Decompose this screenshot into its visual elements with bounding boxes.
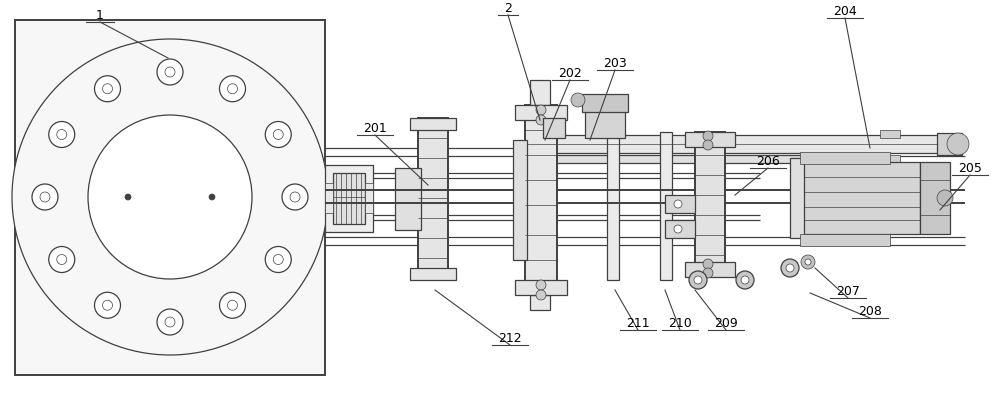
Circle shape xyxy=(674,200,682,208)
Circle shape xyxy=(736,271,754,289)
Circle shape xyxy=(273,254,283,265)
Bar xyxy=(607,132,619,280)
Bar xyxy=(333,173,365,224)
Circle shape xyxy=(228,300,238,310)
Text: 203: 203 xyxy=(603,57,627,70)
Circle shape xyxy=(674,225,682,233)
Bar xyxy=(515,280,567,295)
Bar xyxy=(660,132,672,280)
Circle shape xyxy=(694,276,702,284)
Bar xyxy=(800,234,890,246)
Bar xyxy=(790,158,804,238)
Circle shape xyxy=(57,254,67,265)
Bar xyxy=(685,132,735,147)
Circle shape xyxy=(741,276,749,284)
Circle shape xyxy=(689,271,707,289)
Circle shape xyxy=(536,105,546,115)
Circle shape xyxy=(95,292,121,318)
Circle shape xyxy=(536,290,546,300)
Circle shape xyxy=(40,192,50,202)
Bar xyxy=(418,118,448,280)
Circle shape xyxy=(32,184,58,210)
Circle shape xyxy=(49,246,75,273)
Bar xyxy=(395,168,421,230)
Text: 1: 1 xyxy=(96,9,104,22)
Text: 2: 2 xyxy=(504,2,512,15)
Circle shape xyxy=(88,115,252,279)
Bar xyxy=(920,162,950,234)
Circle shape xyxy=(165,317,175,327)
Text: 208: 208 xyxy=(858,305,882,318)
Text: 210: 210 xyxy=(668,317,692,330)
Circle shape xyxy=(209,194,215,200)
Bar xyxy=(525,105,557,295)
Circle shape xyxy=(571,93,585,107)
Bar xyxy=(527,135,957,153)
Text: 202: 202 xyxy=(558,67,582,80)
Text: 206: 206 xyxy=(756,155,780,168)
Circle shape xyxy=(273,130,283,139)
Circle shape xyxy=(703,131,713,141)
Circle shape xyxy=(947,133,969,155)
Bar xyxy=(365,183,373,213)
Circle shape xyxy=(125,194,131,200)
Circle shape xyxy=(703,140,713,150)
Bar xyxy=(325,183,333,213)
Circle shape xyxy=(781,259,799,277)
Circle shape xyxy=(165,67,175,77)
Circle shape xyxy=(49,122,75,147)
Bar xyxy=(530,80,550,105)
Bar xyxy=(410,268,456,280)
Bar xyxy=(800,162,920,234)
Text: 209: 209 xyxy=(714,317,738,330)
Bar xyxy=(582,94,628,112)
Bar xyxy=(880,130,900,138)
Bar xyxy=(585,108,625,138)
Text: 204: 204 xyxy=(833,5,857,18)
Circle shape xyxy=(228,84,238,94)
Bar xyxy=(530,295,550,310)
Circle shape xyxy=(157,309,183,335)
Circle shape xyxy=(265,246,291,273)
Bar xyxy=(513,140,527,260)
Circle shape xyxy=(282,184,308,210)
Circle shape xyxy=(801,255,815,269)
Circle shape xyxy=(937,190,953,206)
Bar xyxy=(695,132,725,277)
Bar xyxy=(800,152,890,164)
Text: 207: 207 xyxy=(836,285,860,298)
Bar xyxy=(665,195,695,213)
Circle shape xyxy=(102,84,112,94)
Circle shape xyxy=(12,39,328,355)
Circle shape xyxy=(290,192,300,202)
Circle shape xyxy=(786,264,794,272)
Bar xyxy=(527,155,887,163)
Bar xyxy=(325,165,373,232)
Circle shape xyxy=(703,268,713,278)
Circle shape xyxy=(103,300,113,310)
Circle shape xyxy=(703,259,713,269)
Circle shape xyxy=(220,292,246,318)
Text: 201: 201 xyxy=(363,122,387,135)
Bar xyxy=(937,133,962,155)
Bar xyxy=(515,105,567,120)
Bar xyxy=(15,20,325,375)
Text: 211: 211 xyxy=(626,317,650,330)
Circle shape xyxy=(265,122,291,147)
Circle shape xyxy=(536,115,546,125)
Bar xyxy=(880,155,900,163)
Bar xyxy=(685,262,735,277)
Bar xyxy=(543,118,565,138)
Bar xyxy=(410,118,456,130)
Text: 212: 212 xyxy=(498,332,522,345)
Circle shape xyxy=(536,280,546,290)
Circle shape xyxy=(157,59,183,85)
Bar xyxy=(665,220,695,238)
Text: 205: 205 xyxy=(958,162,982,175)
Circle shape xyxy=(805,259,811,265)
Circle shape xyxy=(94,76,120,102)
Circle shape xyxy=(220,76,246,102)
Circle shape xyxy=(57,130,67,139)
